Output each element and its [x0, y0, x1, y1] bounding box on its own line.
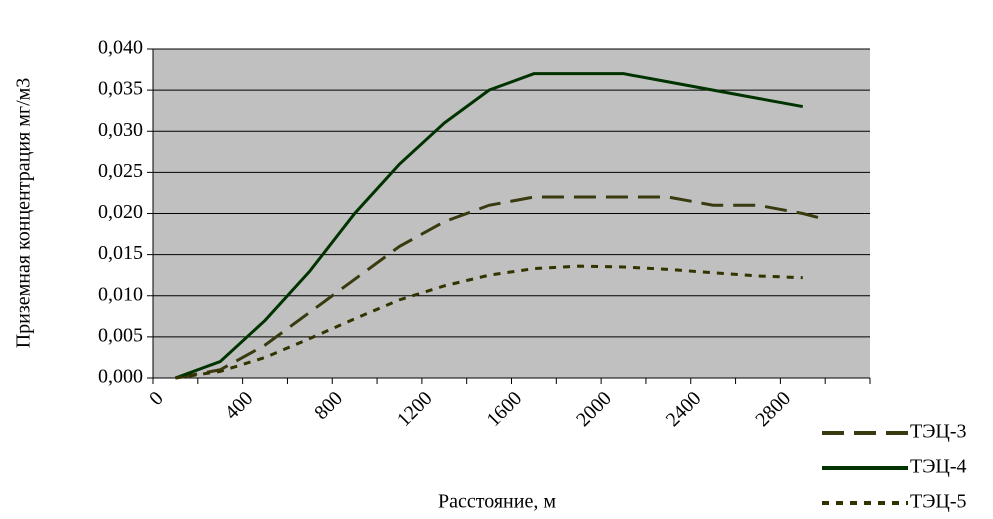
x-tick-label: 400	[221, 387, 258, 424]
x-tick-label: 2400	[662, 387, 706, 431]
y-tick-label: 0,010	[98, 283, 143, 305]
y-tick-label: 0,035	[98, 78, 143, 100]
x-tick-label: 2000	[572, 387, 616, 431]
y-tick-label: 0,020	[98, 201, 143, 223]
y-tick-label: 0,005	[98, 324, 143, 346]
y-tick-label: 0,015	[98, 242, 143, 264]
y-tick-label: 0,025	[98, 160, 143, 182]
x-tick-label: 0	[145, 387, 168, 410]
y-tick-label: 0,000	[98, 366, 143, 388]
legend-label: ТЭЦ-4	[910, 456, 967, 478]
legend-label: ТЭЦ-5	[910, 491, 967, 513]
x-tick-label: 1600	[482, 387, 526, 431]
x-axis-title: Расстояние, м	[438, 491, 556, 513]
legend-label: ТЭЦ-3	[910, 421, 967, 443]
x-tick-label: 1200	[393, 387, 437, 431]
x-tick-label: 800	[310, 387, 347, 424]
line	[174, 72, 804, 380]
y-tick-label: 0,040	[98, 37, 143, 59]
y-tick-label: 0,030	[98, 119, 143, 141]
x-tick-label: 2800	[751, 387, 795, 431]
y-axis-title: Приземная концентрация мг/м3	[13, 78, 35, 349]
line	[175, 195, 826, 380]
